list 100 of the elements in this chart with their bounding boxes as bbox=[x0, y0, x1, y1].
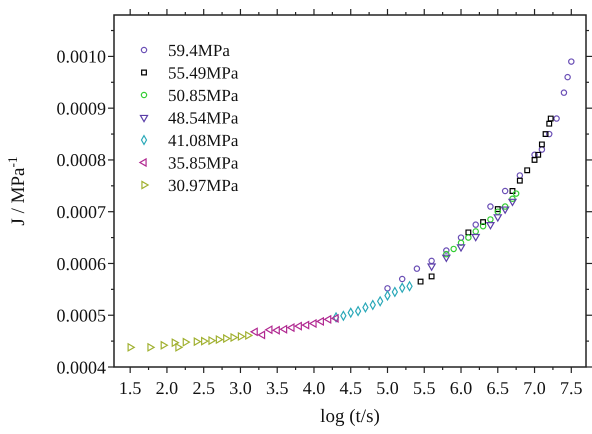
point bbox=[208, 336, 216, 345]
point bbox=[564, 74, 571, 80]
legend-label: 30.97MPa bbox=[168, 176, 239, 195]
point bbox=[487, 203, 494, 210]
x-tick-label: 7.0 bbox=[523, 378, 546, 398]
point bbox=[508, 198, 517, 206]
point bbox=[443, 250, 450, 258]
point bbox=[560, 89, 568, 96]
point bbox=[510, 188, 516, 194]
point bbox=[516, 172, 524, 179]
x-tick-label: 1.5 bbox=[118, 378, 142, 398]
point bbox=[486, 222, 495, 230]
x-tick-label: 4.0 bbox=[302, 378, 326, 398]
point bbox=[245, 331, 253, 340]
point bbox=[516, 178, 523, 184]
x-tick-label: 6.0 bbox=[450, 378, 472, 398]
point bbox=[172, 338, 179, 347]
point bbox=[500, 206, 510, 214]
x-tick-label: 4.5 bbox=[339, 378, 362, 398]
point bbox=[362, 302, 369, 312]
point bbox=[201, 336, 208, 346]
point bbox=[442, 254, 450, 262]
point bbox=[512, 190, 520, 197]
point bbox=[487, 216, 494, 223]
point bbox=[294, 322, 302, 330]
point bbox=[524, 167, 530, 174]
point bbox=[494, 214, 502, 222]
point bbox=[398, 276, 406, 282]
point bbox=[553, 115, 560, 122]
point bbox=[160, 341, 168, 350]
point bbox=[230, 333, 238, 342]
point bbox=[331, 314, 339, 323]
point bbox=[546, 120, 552, 127]
point bbox=[147, 343, 155, 352]
point bbox=[316, 317, 324, 326]
point bbox=[418, 278, 424, 285]
point bbox=[309, 319, 317, 328]
point bbox=[472, 221, 479, 228]
point bbox=[223, 334, 230, 343]
point bbox=[428, 273, 435, 280]
legend-label: 59.4MPa bbox=[168, 40, 230, 60]
x-axis-title: log (t/s) bbox=[320, 406, 380, 427]
point bbox=[428, 258, 435, 264]
point bbox=[480, 222, 486, 230]
point bbox=[548, 116, 554, 122]
x-tick-label: 3.0 bbox=[229, 378, 252, 398]
x-tick-label: 6.5 bbox=[486, 378, 510, 398]
point bbox=[458, 234, 464, 241]
point bbox=[542, 131, 549, 138]
point bbox=[272, 326, 280, 334]
x-tick-label: 2.5 bbox=[192, 378, 215, 398]
x-tick-label: 5.0 bbox=[376, 378, 399, 398]
point bbox=[509, 196, 516, 202]
y-tick-label: 0.0009 bbox=[56, 98, 106, 118]
point bbox=[384, 285, 391, 292]
point bbox=[494, 206, 501, 212]
point bbox=[414, 265, 420, 272]
point bbox=[538, 141, 545, 148]
point bbox=[538, 146, 546, 153]
legend-label: 48.54MPa bbox=[168, 108, 239, 128]
y-tick-label: 0.0007 bbox=[56, 202, 106, 222]
x-tick-label: 7.5 bbox=[560, 378, 583, 398]
point bbox=[443, 247, 450, 254]
legend-label: 50.85MPa bbox=[168, 86, 239, 105]
point bbox=[472, 234, 480, 242]
point bbox=[175, 343, 183, 352]
point bbox=[238, 332, 246, 341]
point bbox=[502, 188, 508, 194]
y-tick-label: 0.0005 bbox=[56, 306, 106, 326]
point bbox=[250, 328, 258, 336]
legend-label: 55.49MPa bbox=[168, 63, 239, 82]
point bbox=[128, 343, 135, 352]
point bbox=[302, 320, 310, 330]
point bbox=[502, 203, 508, 210]
point bbox=[535, 152, 542, 158]
point bbox=[450, 246, 457, 252]
point bbox=[194, 337, 202, 346]
point bbox=[465, 229, 472, 236]
point bbox=[216, 335, 224, 344]
x-tick-label: 3.5 bbox=[266, 378, 288, 398]
y-tick-label: 0.0004 bbox=[56, 357, 106, 378]
point bbox=[568, 58, 575, 65]
point bbox=[265, 326, 273, 334]
y-tick-label: 0.0008 bbox=[56, 150, 106, 170]
point bbox=[258, 330, 266, 340]
point bbox=[287, 323, 295, 332]
x-tick-label: 5.5 bbox=[413, 378, 436, 398]
point bbox=[465, 234, 472, 241]
point bbox=[324, 315, 332, 324]
x-tick-label: 2.0 bbox=[156, 378, 178, 398]
y-tick-label: 0.0006 bbox=[56, 254, 106, 274]
point bbox=[480, 219, 486, 226]
point bbox=[546, 130, 552, 138]
point bbox=[427, 263, 436, 271]
point bbox=[494, 208, 502, 215]
y-tick-label: 0.0010 bbox=[56, 46, 106, 67]
point bbox=[458, 240, 464, 246]
point bbox=[182, 338, 190, 346]
point bbox=[532, 156, 538, 163]
point bbox=[456, 244, 466, 252]
